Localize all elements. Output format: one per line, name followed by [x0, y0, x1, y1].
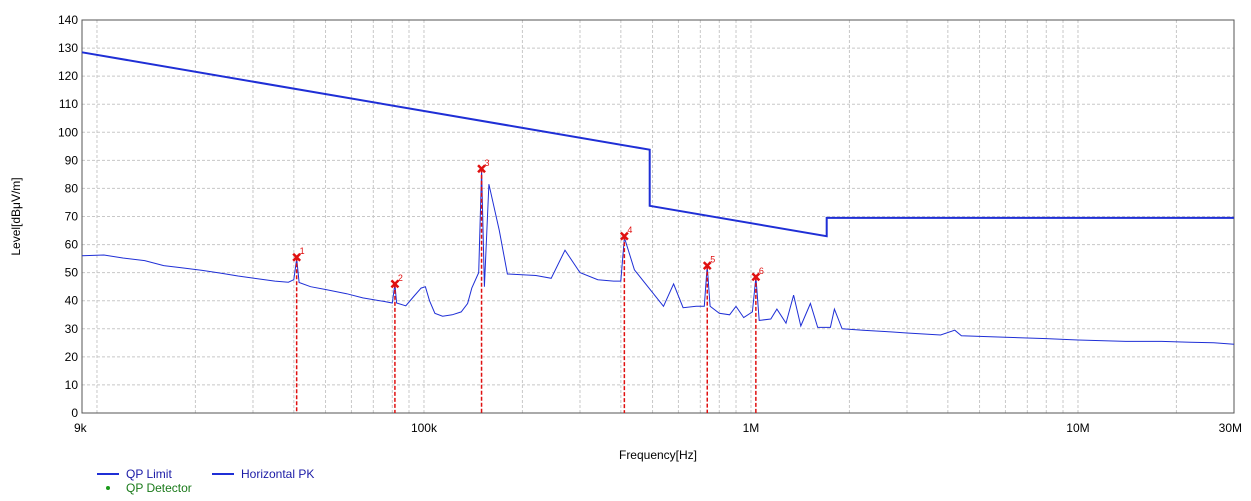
x-tick-label: 30M — [1219, 421, 1242, 435]
legend: QP Limit Horizontal PK QP Detector — [97, 467, 314, 495]
marker-cross — [477, 164, 486, 174]
marker-3: 3 — [477, 158, 490, 413]
legend-item: QP Detector — [106, 481, 192, 495]
x-tick-label: 9k — [74, 421, 88, 435]
marker-label: 2 — [398, 273, 403, 283]
y-tick-label: 120 — [58, 69, 78, 83]
y-tick-label: 80 — [65, 181, 79, 195]
y-tick-label: 0 — [71, 406, 78, 420]
marker-label: 6 — [759, 266, 764, 276]
marker-label: 1 — [300, 246, 305, 256]
legend-label: QP Detector — [126, 481, 192, 495]
x-axis: 9k 100k 1M 10M 30M — [74, 421, 1242, 435]
series-qp-limit — [81, 51, 1234, 238]
marker-6: 6 — [751, 266, 764, 413]
y-tick-label: 90 — [65, 153, 79, 167]
legend-item: QP Limit — [97, 467, 172, 481]
y-tick-label: 60 — [65, 238, 79, 252]
marker-cross — [390, 279, 400, 289]
marker-2: 2 — [390, 273, 403, 413]
marker-label: 5 — [710, 255, 715, 265]
legend-item: Horizontal PK — [212, 467, 314, 481]
y-tick-label: 140 — [58, 13, 78, 27]
x-tick-label: 100k — [411, 421, 438, 435]
y-tick-label: 20 — [65, 350, 79, 364]
plot-frame — [81, 19, 1235, 414]
y-axis-label: Level[dBμV/m] — [9, 177, 23, 255]
marker-4: 4 — [619, 225, 632, 413]
grid — [81, 19, 1235, 414]
y-tick-label: 110 — [59, 97, 78, 111]
y-tick-label: 40 — [65, 294, 79, 308]
marker-cross — [292, 252, 302, 262]
y-tick-label: 10 — [65, 378, 79, 392]
x-axis-label: Frequency[Hz] — [619, 448, 697, 462]
markers: 1 2 3 4 5 6 — [292, 158, 764, 413]
marker-cross — [702, 261, 712, 271]
legend-label: QP Limit — [126, 467, 172, 481]
series-horizontal-pk — [81, 170, 1235, 345]
x-tick-label: 10M — [1066, 421, 1089, 435]
legend-label: Horizontal PK — [241, 467, 314, 481]
marker-cross — [619, 231, 629, 241]
legend-swatch-dot — [106, 486, 110, 490]
y-tick-label: 30 — [65, 322, 79, 336]
x-tick-label: 1M — [743, 421, 760, 435]
marker-label: 3 — [485, 158, 490, 168]
y-axis: 0 10 20 30 40 50 60 70 80 90 100 110 120 130 140 — [58, 13, 78, 420]
marker-label: 4 — [627, 225, 632, 235]
marker-cross — [751, 272, 761, 282]
y-tick-label: 100 — [58, 125, 78, 139]
y-tick-label: 50 — [65, 266, 79, 280]
marker-1: 1 — [292, 246, 305, 413]
y-tick-label: 70 — [65, 210, 79, 224]
y-tick-label: 130 — [58, 41, 78, 55]
marker-5: 5 — [702, 255, 715, 413]
series-layer — [81, 51, 1235, 345]
